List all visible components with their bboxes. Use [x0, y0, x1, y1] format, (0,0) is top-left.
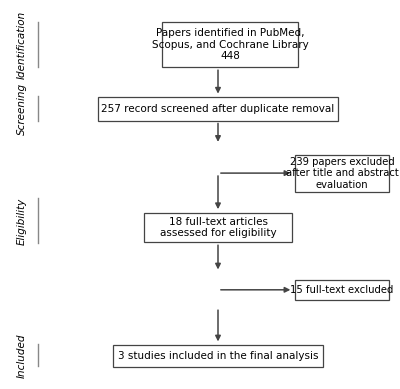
- Text: 18 full-text articles
assessed for eligibility: 18 full-text articles assessed for eligi…: [160, 217, 276, 238]
- Text: Included: Included: [17, 334, 27, 378]
- Text: 15 full-text excluded: 15 full-text excluded: [290, 285, 394, 295]
- Text: 257 record screened after duplicate removal: 257 record screened after duplicate remo…: [101, 104, 335, 114]
- Text: Papers identified in PubMed,
Scopus, and Cochrane Library
448: Papers identified in PubMed, Scopus, and…: [152, 28, 308, 61]
- Text: 3 studies included in the final analysis: 3 studies included in the final analysis: [118, 351, 318, 361]
- Text: Screening: Screening: [17, 83, 27, 135]
- Text: Eligibility: Eligibility: [17, 198, 27, 245]
- Text: Identification: Identification: [17, 11, 27, 79]
- Text: 239 papers excluded
after title and abstract
evaluation: 239 papers excluded after title and abst…: [286, 156, 398, 190]
